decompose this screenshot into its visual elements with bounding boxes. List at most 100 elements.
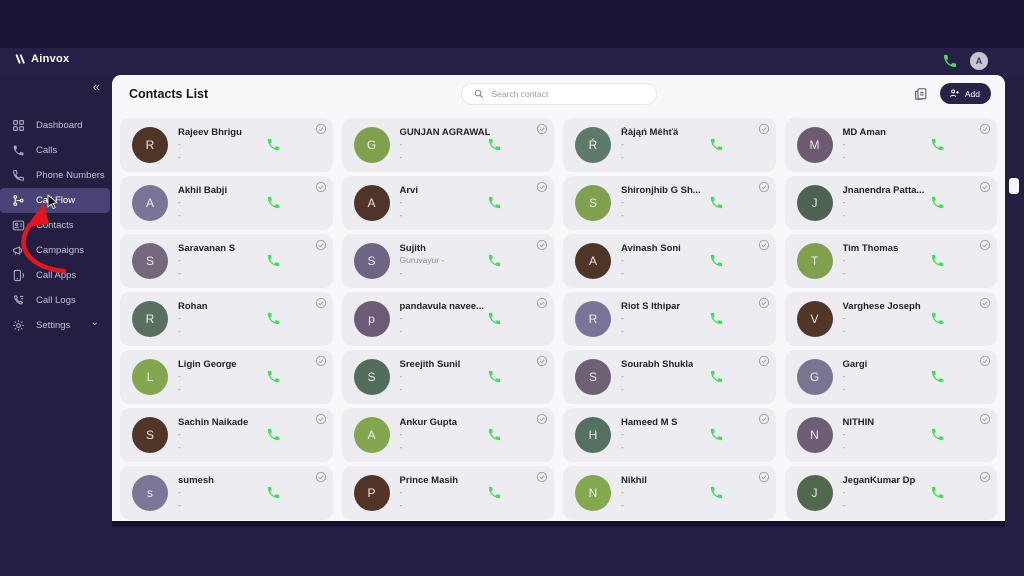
contact-card[interactable]: L Ligin George - - [120,350,333,404]
sidebar-item-call-logs[interactable]: Call Logs [0,288,110,313]
search-input[interactable] [489,88,644,100]
contact-card[interactable]: N Nikhil - - [563,466,776,520]
check-circle-icon[interactable] [979,354,991,367]
check-circle-icon[interactable] [536,354,548,367]
call-contact-icon[interactable] [930,427,945,442]
call-contact-icon[interactable] [266,485,281,500]
call-contact-icon[interactable] [487,253,502,268]
check-circle-icon[interactable] [315,180,327,193]
call-contact-icon[interactable] [930,311,945,326]
call-contact-icon[interactable] [709,369,724,384]
contact-card[interactable]: N NITHIN - - [784,408,997,462]
check-circle-icon[interactable] [979,238,991,251]
call-contact-icon[interactable] [930,253,945,268]
check-circle-icon[interactable] [315,412,327,425]
contact-card[interactable]: V Varghese Joseph - - [784,292,997,346]
check-circle-icon[interactable] [758,180,770,193]
sidebar-item-campaigns[interactable]: Campaigns [0,238,110,263]
call-contact-icon[interactable] [487,369,502,384]
contact-card[interactable]: S Sourabh Shukla - - [563,350,776,404]
contact-card[interactable]: S Sreejith Sunil - - [341,350,554,404]
contact-card[interactable]: Ŕ Ŕàjąń Mêhťä - - [563,118,776,172]
call-contact-icon[interactable] [709,195,724,210]
contact-card[interactable]: S Sujith Guruvayur -- [341,234,554,288]
call-contact-icon[interactable] [709,137,724,152]
check-circle-icon[interactable] [536,470,548,483]
call-contact-icon[interactable] [266,369,281,384]
check-circle-icon[interactable] [758,470,770,483]
check-circle-icon[interactable] [758,412,770,425]
contact-card[interactable]: A Avinash Soni - - [563,234,776,288]
user-avatar[interactable]: A [970,52,988,70]
check-circle-icon[interactable] [315,470,327,483]
phone-status-icon[interactable] [942,53,958,69]
contact-card[interactable]: P Prince Masih - - [341,466,554,520]
contact-card[interactable]: s sumesh - - [120,466,333,520]
call-contact-icon[interactable] [709,427,724,442]
sidebar-item-call-flow[interactable]: Call Flow [0,188,110,213]
check-circle-icon[interactable] [979,296,991,309]
contact-card[interactable]: S Shironjhib G Sh... - - [563,176,776,230]
contact-card[interactable]: S Sachin Naikade - - [120,408,333,462]
contact-card[interactable]: A Ankur Gupta - - [341,408,554,462]
contact-card[interactable]: p pandavula navee... - - [341,292,554,346]
check-circle-icon[interactable] [315,238,327,251]
check-circle-icon[interactable] [536,296,548,309]
check-circle-icon[interactable] [315,354,327,367]
sidebar-item-contacts[interactable]: Contacts [0,213,110,238]
call-contact-icon[interactable] [487,485,502,500]
call-contact-icon[interactable] [709,311,724,326]
contact-card[interactable]: G GUNJAN AGRAWAL - - [341,118,554,172]
check-circle-icon[interactable] [979,180,991,193]
check-circle-icon[interactable] [758,238,770,251]
check-circle-icon[interactable] [979,470,991,483]
contact-card[interactable]: S Saravanan S-- [120,234,333,288]
call-contact-icon[interactable] [709,485,724,500]
call-contact-icon[interactable] [930,195,945,210]
contact-card[interactable]: R Rohan - - [120,292,333,346]
contact-card[interactable]: T Tim Thomas - - [784,234,997,288]
contact-card[interactable]: H Hameed M S-- [563,408,776,462]
call-contact-icon[interactable] [266,137,281,152]
contact-card[interactable]: G Gargi - - [784,350,997,404]
add-contact-button[interactable]: Add [939,83,991,104]
call-contact-icon[interactable] [266,427,281,442]
sidebar-item-phone-numbers[interactable]: Phone Numbers [0,163,110,188]
sidebar-item-calls[interactable]: Calls [0,138,110,163]
check-circle-icon[interactable] [758,354,770,367]
contact-card[interactable]: J Jnanendra Patta... - - [784,176,997,230]
call-contact-icon[interactable] [930,137,945,152]
check-circle-icon[interactable] [536,122,548,135]
check-circle-icon[interactable] [536,180,548,193]
call-contact-icon[interactable] [487,137,502,152]
contact-card[interactable]: M MD Aman - - [784,118,997,172]
call-contact-icon[interactable] [930,485,945,500]
call-contact-icon[interactable] [266,311,281,326]
contact-card[interactable]: A Arvi - - [341,176,554,230]
call-contact-icon[interactable] [487,427,502,442]
call-contact-icon[interactable] [266,195,281,210]
sidebar-item-settings[interactable]: Settings ⌄ [0,313,110,338]
scrollbar-thumb[interactable] [1009,178,1019,194]
sidebar-item-call-apps[interactable]: Call Apps [0,263,110,288]
check-circle-icon[interactable] [979,122,991,135]
contact-card[interactable]: A Akhil Babji - - [120,176,333,230]
contact-card[interactable]: R Rajeev Bhrigu - - [120,118,333,172]
call-contact-icon[interactable] [266,253,281,268]
call-contact-icon[interactable] [487,195,502,210]
check-circle-icon[interactable] [979,412,991,425]
call-contact-icon[interactable] [709,253,724,268]
sidebar-item-dashboard[interactable]: Dashboard [0,113,110,138]
check-circle-icon[interactable] [758,122,770,135]
check-circle-icon[interactable] [758,296,770,309]
call-contact-icon[interactable] [487,311,502,326]
contact-card[interactable]: R Riot S Ithipar - - [563,292,776,346]
check-circle-icon[interactable] [315,122,327,135]
call-contact-icon[interactable] [930,369,945,384]
sidebar-collapse-icon[interactable]: « [92,79,100,94]
check-circle-icon[interactable] [536,412,548,425]
contact-card[interactable]: J JeganKumar Dp - - [784,466,997,520]
export-icon[interactable] [914,87,928,101]
check-circle-icon[interactable] [536,238,548,251]
check-circle-icon[interactable] [315,296,327,309]
